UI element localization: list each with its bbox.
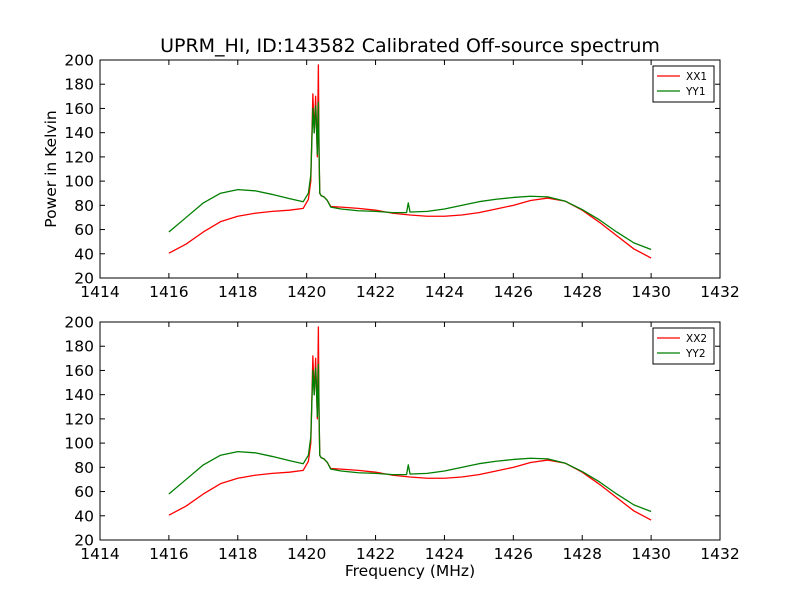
y-tick-label: 40 — [74, 507, 94, 525]
y-tick-label: 120 — [64, 148, 94, 166]
y-tick-label: 180 — [64, 76, 94, 94]
y-tick-label: 20 — [74, 532, 94, 550]
series-line-yy2 — [168, 363, 652, 513]
plot-area — [100, 322, 720, 540]
x-tick-label: 1414 — [80, 545, 119, 563]
y-tick-label: 60 — [74, 221, 94, 239]
y-tick-label: 100 — [64, 173, 94, 191]
y-tick-label: 200 — [64, 314, 94, 332]
x-tick-label: 1414 — [80, 283, 119, 301]
y-tick-label: 80 — [74, 197, 94, 215]
y-tick-label: 140 — [64, 124, 94, 142]
y-tick-label: 140 — [64, 386, 94, 404]
x-tick-label: 1428 — [562, 283, 601, 301]
y-axis-label: Power in Kelvin — [42, 110, 60, 227]
y-tick-label: 100 — [64, 435, 94, 453]
top-plot-panel: 1414 1416 1418 1420 1422 1424 1426 1428 1430 1432… — [64, 52, 739, 302]
x-tick-label: 1418 — [218, 283, 257, 301]
plot-area — [100, 60, 720, 278]
x-tick-label: 1422 — [356, 283, 395, 301]
x-tick-label: 1426 — [494, 545, 533, 563]
x-tick-label: 1432 — [700, 283, 739, 301]
y-tick-label: 160 — [64, 100, 94, 118]
x-tick-label: 1418 — [218, 545, 257, 563]
y-tick-label: 40 — [74, 245, 94, 263]
x-tick-label: 1430 — [631, 283, 670, 301]
legend-box — [652, 327, 715, 365]
x-tick-label: 1424 — [425, 545, 464, 563]
series-line-yy1 — [168, 101, 652, 251]
legend-label-xx1: XX1 — [686, 71, 707, 83]
legend-label-xx2: XX2 — [686, 333, 707, 345]
x-tick-label: 1420 — [287, 545, 326, 563]
legend-label-yy2: YY2 — [685, 348, 706, 360]
y-tick-label: 80 — [74, 459, 94, 477]
x-tick-label: 1416 — [149, 283, 188, 301]
x-tick-label: 1420 — [287, 283, 326, 301]
plot-frame — [99, 59, 721, 279]
x-axis-label: Frequency (MHz) — [345, 562, 475, 580]
y-tick-label: 60 — [74, 483, 94, 501]
x-tick-label: 1426 — [494, 283, 533, 301]
y-tick-label: 120 — [64, 410, 94, 428]
legend-label-yy1: YY1 — [685, 86, 706, 98]
x-tick-label: 1416 — [149, 545, 188, 563]
chart-title: UPRM_HI, ID:143582 Calibrated Off-source… — [160, 35, 660, 57]
bottom-plot-panel: 1414 1416 1418 1420 1422 1424 1426 1428 1430 1432… — [64, 314, 739, 564]
y-tick-label: 180 — [64, 338, 94, 356]
y-tick-label: 20 — [74, 270, 94, 288]
x-tick-label: 1424 — [425, 283, 464, 301]
plot-frame — [99, 321, 721, 541]
y-tick-label: 160 — [64, 362, 94, 380]
x-tick-label: 1422 — [356, 545, 395, 563]
y-tick-label: 200 — [64, 52, 94, 70]
x-tick-label: 1428 — [562, 545, 601, 563]
x-tick-label: 1430 — [631, 545, 670, 563]
x-tick-label: 1432 — [700, 545, 739, 563]
legend-box — [652, 65, 715, 103]
